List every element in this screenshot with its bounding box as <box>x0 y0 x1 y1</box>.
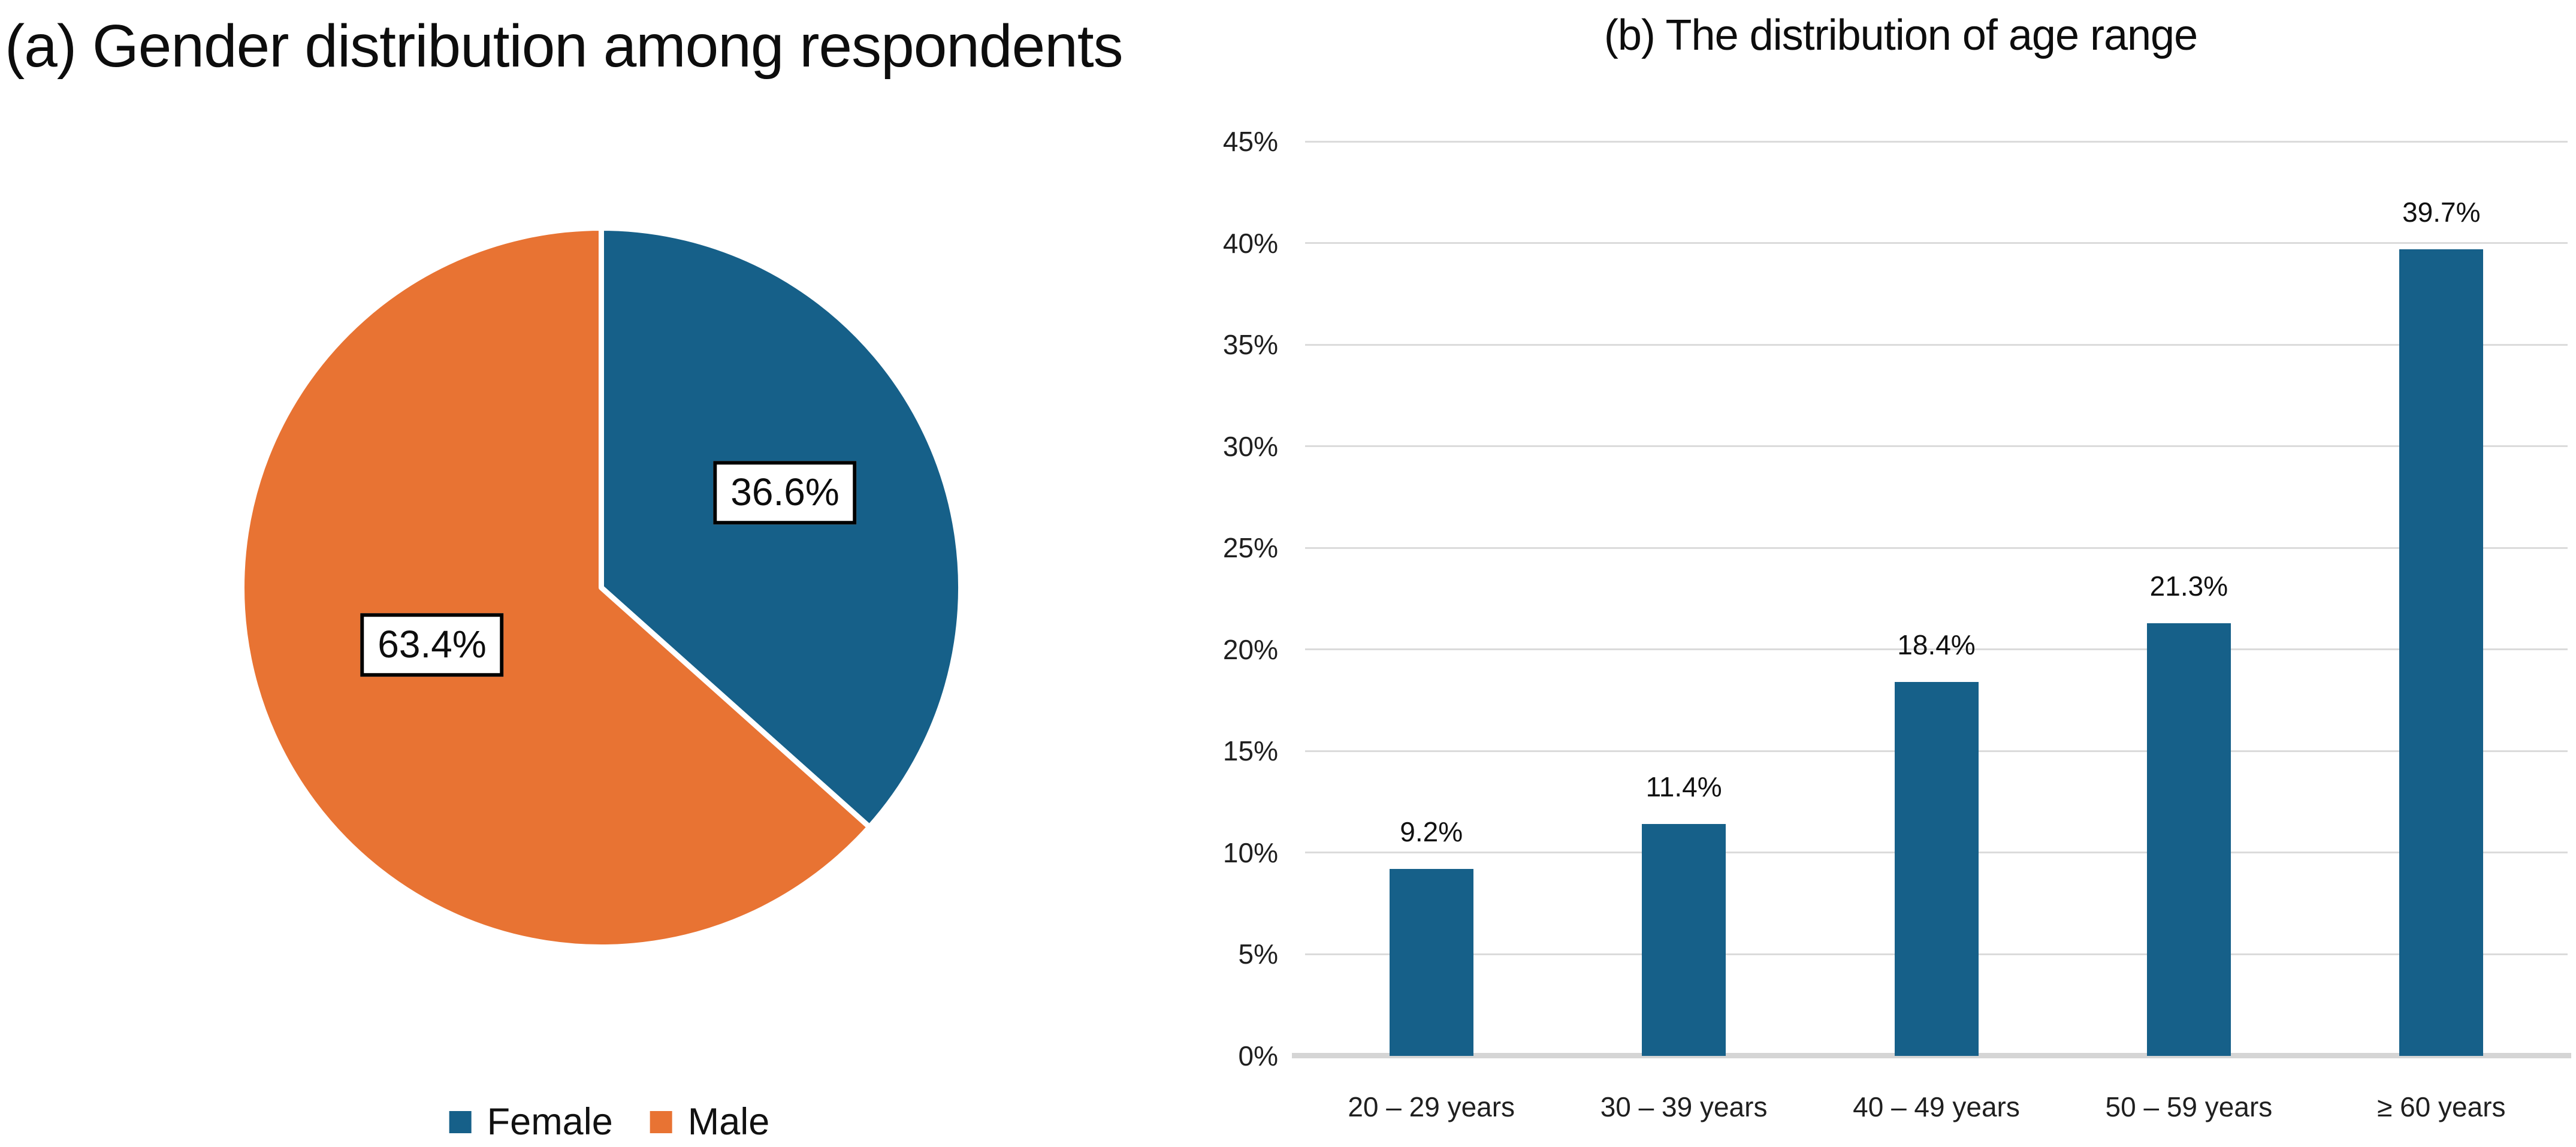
pie-chart-svg <box>239 225 964 950</box>
y-tick-label: 45% <box>1222 126 1278 157</box>
bar-value-label: 11.4% <box>1645 771 1722 803</box>
pie-slice-female <box>599 225 964 830</box>
x-tick-label: 40 – 49 years <box>1853 1091 2020 1122</box>
y-tick-label: 0% <box>1238 1040 1278 1071</box>
pie-value-label-female: 36.6% <box>713 461 857 524</box>
y-tick-label: 40% <box>1222 227 1278 259</box>
bar-value-label: 39.7% <box>2402 196 2481 228</box>
bar-value-label: 18.4% <box>1897 629 1976 661</box>
y-tick-label: 15% <box>1222 735 1278 767</box>
x-tick-label: ≥ 60 years <box>2377 1091 2506 1122</box>
y-tick-label: 5% <box>1238 938 1278 970</box>
y-tick-label: 30% <box>1222 430 1278 462</box>
bar-chart-plot-area: 0% 5% 10% 15% 20% 25% 30% 35% 40% 45% 9.2% 20 – 29 … <box>1223 126 2571 1122</box>
y-tick-label: 20% <box>1222 633 1278 665</box>
y-tick-label: 35% <box>1222 329 1278 361</box>
pie-chart-title: (a) Gender distribution among respondent… <box>5 13 1124 80</box>
legend-swatch-female-icon <box>449 1110 472 1133</box>
pie-legend: Female Male <box>449 1100 770 1143</box>
gridline <box>1305 343 2568 346</box>
bar <box>1642 824 1726 1056</box>
y-tick-label: 25% <box>1222 532 1278 564</box>
legend-label-female: Female <box>487 1101 613 1143</box>
y-tick-label: 10% <box>1222 837 1278 868</box>
bar <box>2399 249 2484 1056</box>
gridline <box>1305 648 2568 651</box>
x-tick-label: 20 – 29 years <box>1348 1091 1515 1122</box>
gridline <box>1305 445 2568 448</box>
bar <box>2146 623 2231 1056</box>
legend-item-male: Male <box>650 1100 770 1143</box>
bar-chart-title: (b) The distribution of age range <box>1603 11 2198 59</box>
gridline <box>1305 242 2568 245</box>
legend-item-female: Female <box>449 1100 613 1143</box>
pie-slice-male <box>239 225 872 950</box>
legend-label-male: Male <box>687 1101 770 1143</box>
pie-value-label-male: 63.4% <box>360 613 504 677</box>
gridline <box>1305 547 2568 549</box>
bar-value-label: 9.2% <box>1400 816 1463 848</box>
pie-chart: 36.6% 63.4% <box>228 215 974 961</box>
gridline <box>1305 140 2568 143</box>
bar <box>1389 869 1473 1056</box>
x-tick-label: 50 – 59 years <box>2105 1091 2273 1122</box>
bar <box>1894 682 1979 1056</box>
legend-swatch-male-icon <box>650 1110 672 1133</box>
x-tick-label: 30 – 39 years <box>1600 1091 1768 1122</box>
bar-value-label: 21.3% <box>2149 570 2228 602</box>
